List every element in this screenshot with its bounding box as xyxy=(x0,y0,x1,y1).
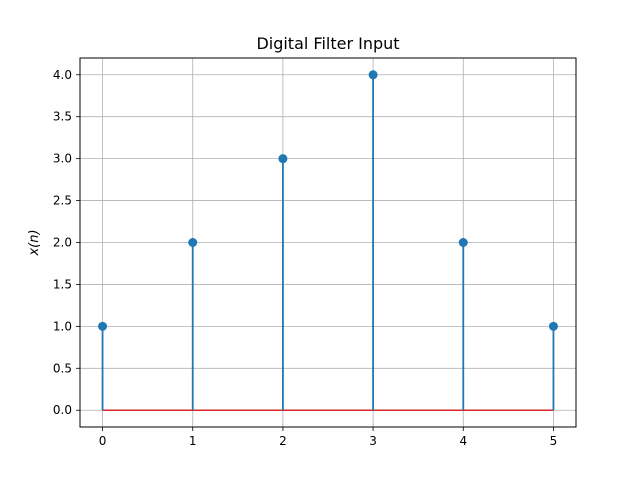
chart-title: Digital Filter Input xyxy=(256,34,399,53)
stem-marker xyxy=(278,154,288,164)
x-tick-label: 0 xyxy=(99,434,107,448)
x-tick-label: 1 xyxy=(189,434,197,448)
x-tick-label: 5 xyxy=(550,434,558,448)
x-tick-label: 4 xyxy=(459,434,467,448)
ticks: 0 1 2 3 4 5 0.0 0.5 1.0 1.5 2.0 2.5 3.0 3.5 4.0 xyxy=(53,68,557,448)
stem-marker xyxy=(98,321,108,331)
stems xyxy=(98,70,558,411)
x-tick-label: 2 xyxy=(279,434,287,448)
y-tick-label: 1.5 xyxy=(53,277,72,291)
y-tick-label: 3.5 xyxy=(53,110,72,124)
y-tick-label: 1.0 xyxy=(53,319,72,333)
y-tick-label: 2.5 xyxy=(53,194,72,208)
y-tick-label: 4.0 xyxy=(53,68,72,82)
y-tick-label: 2.0 xyxy=(53,236,72,250)
grid xyxy=(80,58,576,427)
stem-marker xyxy=(548,321,558,331)
x-tick-label: 3 xyxy=(369,434,377,448)
y-tick-label: 0.5 xyxy=(53,361,72,375)
stem-marker xyxy=(368,70,378,80)
stem-marker xyxy=(188,238,198,247)
y-tick-label: 3.0 xyxy=(53,152,72,166)
y-axis-label: x(n) xyxy=(27,229,42,256)
y-tick-label: 0.0 xyxy=(53,403,72,417)
stem-marker xyxy=(458,238,468,247)
